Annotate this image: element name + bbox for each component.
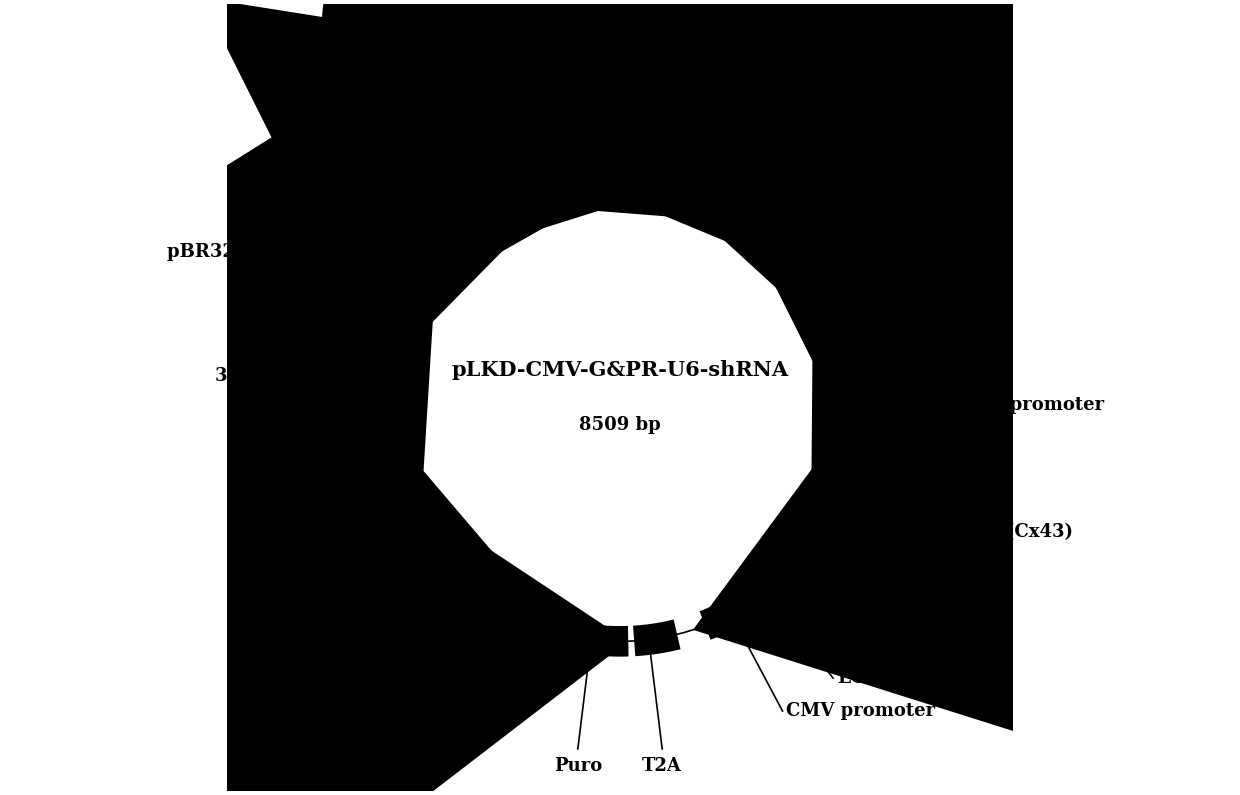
Text: cPPT: cPPT xyxy=(951,308,1002,327)
Text: WPRE: WPRE xyxy=(303,622,365,641)
Polygon shape xyxy=(284,0,645,374)
Polygon shape xyxy=(693,223,1176,782)
Text: Xbal: Xbal xyxy=(960,357,994,371)
Polygon shape xyxy=(92,250,563,795)
Polygon shape xyxy=(432,0,914,263)
Text: BamHI: BamHI xyxy=(867,634,921,647)
Polygon shape xyxy=(715,188,924,356)
Polygon shape xyxy=(358,0,771,224)
Text: hU6 promoter: hU6 promoter xyxy=(962,397,1105,414)
Text: T2A: T2A xyxy=(642,757,682,775)
Polygon shape xyxy=(567,0,1120,405)
Text: RRE: RRE xyxy=(799,107,842,124)
Text: Puro: Puro xyxy=(554,757,601,775)
Polygon shape xyxy=(627,0,1208,442)
Text: CMV promoter: CMV promoter xyxy=(786,702,935,720)
Polygon shape xyxy=(811,38,1240,544)
Polygon shape xyxy=(202,0,677,368)
Text: 3' LTR: 3' LTR xyxy=(215,366,279,385)
Text: 5'LTR: 5'LTR xyxy=(585,49,644,67)
Polygon shape xyxy=(206,362,629,795)
Polygon shape xyxy=(0,25,451,530)
Text: EGFP: EGFP xyxy=(837,669,893,687)
Text: EcoRI: EcoRI xyxy=(890,607,936,621)
Text: 8509 bp: 8509 bp xyxy=(579,416,661,434)
Text: shRNA(Cx43): shRNA(Cx43) xyxy=(937,523,1074,541)
Text: pLKD-CMV-G&PR-U6-shRNA: pLKD-CMV-G&PR-U6-shRNA xyxy=(451,360,789,380)
Text: Amp: Amp xyxy=(396,107,441,124)
Text: pBR322 origin: pBR322 origin xyxy=(167,242,315,261)
Text: AgeI: AgeI xyxy=(956,463,992,477)
